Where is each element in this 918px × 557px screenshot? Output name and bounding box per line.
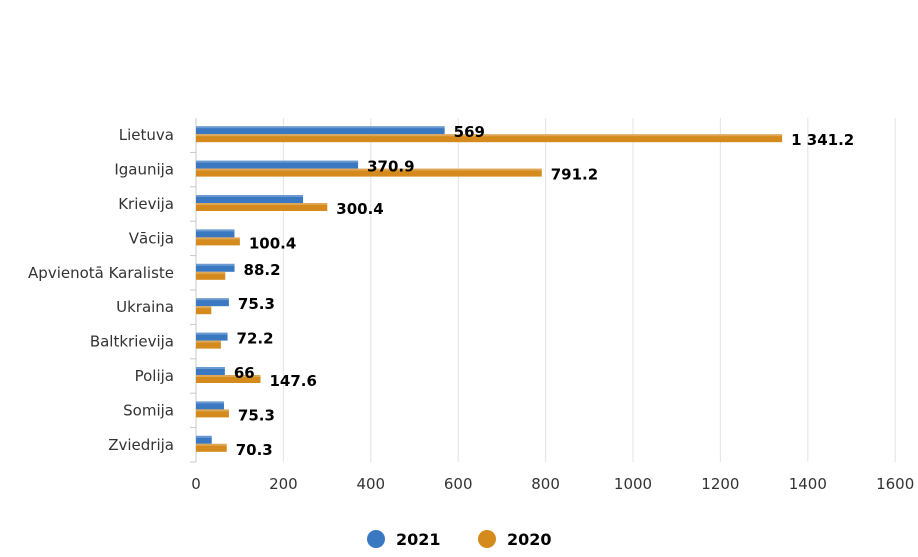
x-tick-label: 0: [191, 475, 201, 493]
category-label: Igaunija: [114, 161, 174, 179]
bar-highlight: [196, 298, 229, 301]
category-label: Ukraina: [116, 298, 174, 316]
bar-2020: [196, 443, 227, 452]
legend: 2021 2020: [367, 530, 552, 549]
x-tick-label: 1000: [614, 475, 652, 493]
bar-2020: [196, 237, 240, 246]
bar-2020: [196, 375, 261, 383]
category-label: Somija: [123, 401, 174, 419]
bar-2020: [196, 168, 542, 177]
data-label: 370.9: [367, 158, 414, 176]
data-label: 72.2: [237, 330, 274, 348]
bar-highlight: [196, 237, 240, 240]
x-tick-label: 800: [531, 475, 560, 493]
bar-highlight: [196, 409, 229, 412]
category-label: Apvienotā Karaliste: [28, 264, 174, 282]
bar-highlight: [196, 195, 304, 197]
bar-highlight: [196, 367, 225, 369]
legend-label: 2020: [507, 530, 552, 549]
bar-2021: [196, 435, 212, 444]
bar-2021: [196, 263, 235, 272]
category-label: Polija: [135, 367, 174, 385]
bar-highlight: [196, 271, 226, 274]
data-label: 100.4: [249, 234, 296, 252]
bar-2021: [196, 401, 224, 410]
y-axis: [190, 118, 197, 463]
data-label: 569: [454, 123, 485, 141]
bar-2021: [196, 126, 445, 135]
bar-2021: [196, 229, 235, 238]
category-label: Baltkrievija: [90, 333, 174, 351]
x-tick-label: 1600: [876, 475, 914, 493]
bar-highlight: [196, 168, 542, 171]
bar-2021: [196, 367, 225, 375]
bars: [196, 126, 783, 452]
bar-highlight: [196, 375, 261, 377]
bar-2021: [196, 160, 359, 169]
bar-highlight: [196, 134, 783, 137]
bar-2020: [196, 271, 226, 280]
legend-marker-2020: [478, 530, 496, 548]
category-labels: Lietuva Igaunija Krievija Vācija Apvienotā K…: [28, 126, 174, 454]
category-label: Vācija: [129, 229, 174, 247]
data-label: 147.6: [270, 372, 317, 390]
x-tick-labels: 0 200 400 600 800 1000 1200 1400 1600: [191, 475, 914, 493]
legend-marker-2021: [367, 530, 385, 548]
bar-highlight: [196, 435, 212, 438]
data-label: 70.3: [236, 441, 273, 459]
bar-highlight: [196, 443, 227, 446]
bar-highlight: [196, 229, 235, 232]
bar-2021: [196, 298, 229, 307]
legend-label: 2021: [396, 530, 441, 549]
bar-2021: [196, 195, 304, 203]
x-tick-label: 1400: [789, 475, 827, 493]
bar-highlight: [196, 306, 212, 309]
bar-highlight: [196, 203, 328, 205]
bar-highlight: [196, 160, 359, 163]
data-label: 1 341.2: [791, 131, 854, 149]
bar-2020: [196, 203, 328, 211]
data-labels: 569 1 341.2 370.9 791.2 300.4 100.4 88.2 75.3 72…: [234, 123, 854, 459]
data-label: 791.2: [551, 166, 598, 184]
bar-highlight: [196, 263, 235, 266]
x-tick-label: 600: [444, 475, 473, 493]
bar-2020: [196, 134, 783, 143]
bar-2021: [196, 332, 228, 341]
x-tick-label: 400: [356, 475, 385, 493]
category-label: Lietuva: [119, 126, 174, 144]
x-tick-label: 1200: [701, 475, 739, 493]
bar-highlight: [196, 340, 221, 343]
data-label: 75.3: [238, 406, 275, 424]
category-label: Zviedrija: [108, 436, 174, 454]
bar-2020: [196, 306, 212, 315]
category-label: Krievija: [118, 195, 174, 213]
bar-highlight: [196, 126, 445, 129]
data-label: 66: [234, 364, 255, 382]
data-label: 88.2: [244, 261, 281, 279]
bar-highlight: [196, 401, 224, 404]
bar-2020: [196, 340, 221, 349]
data-label: 75.3: [238, 295, 275, 313]
bar-highlight: [196, 332, 228, 335]
data-label: 300.4: [336, 200, 383, 218]
bar-2020: [196, 409, 229, 418]
x-tick-label: 200: [269, 475, 298, 493]
